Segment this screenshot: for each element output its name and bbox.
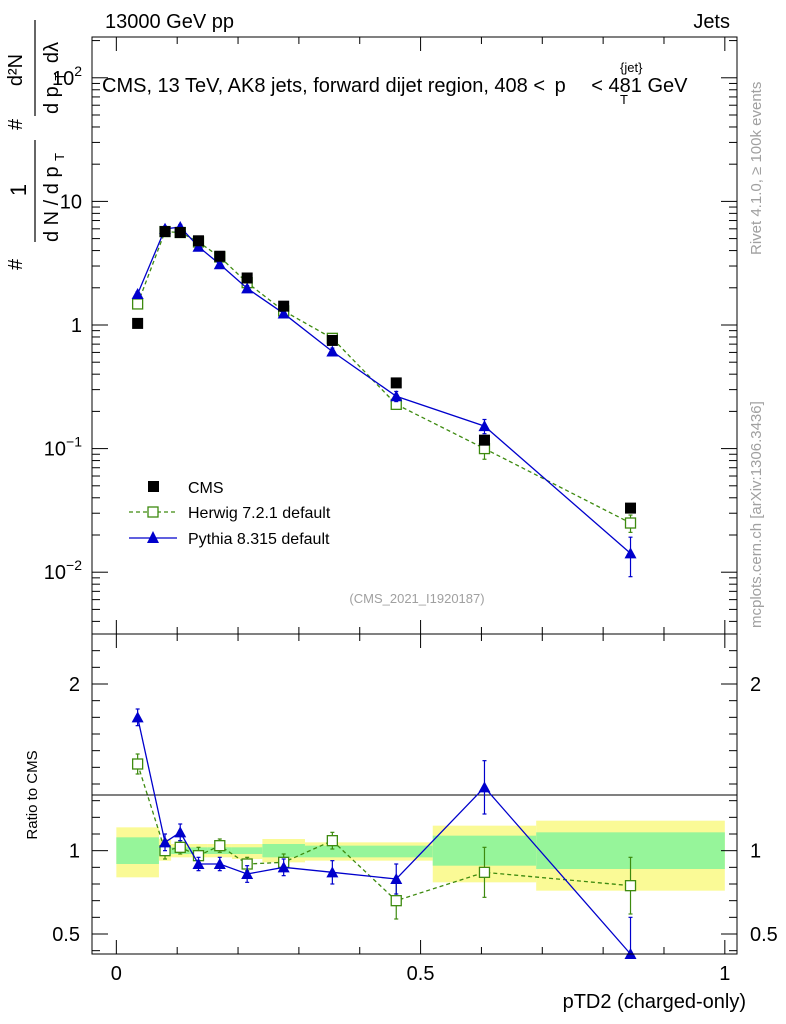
ratio-point-pythia <box>241 868 254 879</box>
ratio-point-pythia <box>174 826 187 838</box>
main-point-cms <box>214 250 226 262</box>
ylabel-den: d N / d p T <box>41 153 67 242</box>
main-point-pythia <box>478 420 491 432</box>
band-inner <box>116 837 159 864</box>
main-y-tick-label: 10 <box>60 191 82 213</box>
main-point-cms <box>132 317 144 329</box>
ratio-point-pythia <box>213 858 226 869</box>
main-point-pythia <box>241 282 254 294</box>
legend-item-pythia: Pythia 8.315 default <box>129 531 330 548</box>
ylabel-main: # 1 d N / d p T # d²N d p T dλ <box>5 20 69 270</box>
ratio-y-tick-label-left: 1 <box>69 841 80 863</box>
ratio-frame <box>91 633 738 955</box>
ratio-y-tick-label-left: 0.5 <box>52 924 80 946</box>
main-point-cms <box>390 377 402 389</box>
ratio-point-herwig <box>214 840 226 852</box>
ratio-point-pythia <box>478 781 491 793</box>
legend-label-herwig: Herwig 7.2.1 default <box>188 505 331 522</box>
main-point-cms <box>625 502 637 514</box>
ylabel-den2: d p T dλ <box>41 42 69 114</box>
main-y-tick-label: 102 <box>52 63 82 90</box>
x-tick-label: 1 <box>719 963 730 985</box>
main-point-pythia <box>390 390 403 402</box>
ylabel-one: 1 <box>6 184 31 196</box>
main-point-cms <box>278 300 290 312</box>
legend-marker-cms <box>148 481 159 492</box>
ratio-y-tick-label-right: 0.5 <box>750 924 778 946</box>
ratio-point-pythia <box>277 861 290 873</box>
main-point-pythia <box>213 258 226 270</box>
main-point-cms <box>159 226 171 238</box>
ylabel-hash-1: # <box>5 258 27 270</box>
main-marks <box>131 221 637 578</box>
main-point-herwig <box>131 298 144 310</box>
ratio-point-herwig <box>174 841 186 853</box>
main-point-pythia <box>624 547 637 559</box>
svg-text:CMS, 13 TeV, AK8 jets, forward: CMS, 13 TeV, AK8 jets, forward dijet reg… <box>102 75 688 97</box>
legend-marker-herwig <box>147 506 159 518</box>
legend-label-pythia: Pythia 8.315 default <box>188 531 330 548</box>
chart-title-sup: {jet} <box>620 60 643 75</box>
main-point-pythia <box>277 307 290 319</box>
chart-title: CMS, 13 TeV, AK8 jets, forward dijet reg… <box>102 60 688 107</box>
main-point-pythia <box>131 288 144 300</box>
x-tick-label: 0 <box>111 963 122 985</box>
ratio-point-pythia <box>159 836 172 848</box>
ratio-point-herwig <box>390 895 402 907</box>
ratio-point-herwig <box>326 835 339 847</box>
legend-marker-pythia <box>147 531 159 543</box>
main-y-tick-label: 10−1 <box>44 434 82 461</box>
ratio-marks <box>131 708 637 959</box>
ylabel-hash-2: # <box>5 118 27 130</box>
chart-title-main: CMS, 13 TeV, AK8 jets, forward dijet reg… <box>102 75 545 97</box>
main-panel: 10−2 10−1 1 10 102 <box>44 36 738 635</box>
ratio-point-pythia <box>326 866 339 878</box>
main-y-tick-label: 10−2 <box>44 557 82 584</box>
ylabel-num2: d²N <box>5 54 27 86</box>
header-right: Jets <box>693 11 730 33</box>
header-left: 13000 GeV pp <box>105 11 234 33</box>
ratio-y-tick-label-right: 1 <box>750 841 761 863</box>
legend: CMS Herwig 7.2.1 default Pythia 8.315 de… <box>129 480 331 548</box>
x-tick-label: 0.5 <box>407 963 435 985</box>
chart-title-p: p <box>555 75 566 97</box>
ratio-point-herwig <box>478 866 491 878</box>
band-inner <box>262 844 305 858</box>
main-point-herwig <box>624 517 637 529</box>
main-y-tick-label: 1 <box>71 315 82 337</box>
ratio-panel: 0 0.5 1 0.5 0.5 1 1 2 2 <box>52 633 778 985</box>
ratio-point-herwig <box>131 758 144 770</box>
ratio-y-tick-label-left: 2 <box>69 674 80 696</box>
main-point-cms <box>192 235 204 247</box>
ratio-point-pythia <box>131 711 144 723</box>
main-ticks: 10−2 10−1 1 10 102 <box>44 37 737 634</box>
xlabel: pTD2 (charged-only) <box>563 991 746 1013</box>
ratio-ticks: 0 0.5 1 0.5 0.5 1 1 2 2 <box>52 634 778 985</box>
ratio-point-pythia <box>192 858 205 869</box>
side-label-rivet: Rivet 4.1.0, ≥ 100k events <box>748 82 765 255</box>
chart-title-end: < 481 GeV <box>591 75 688 97</box>
main-point-cms <box>326 334 338 346</box>
legend-item-cms: CMS <box>148 480 224 497</box>
ratio-y-tick-label-right: 2 <box>750 674 761 696</box>
main-point-cms <box>241 272 253 284</box>
ylabel-ratio: Ratio to CMS <box>24 750 41 839</box>
legend-label-cms: CMS <box>188 480 224 497</box>
watermark: (CMS_2021_I1920187) <box>349 591 484 606</box>
main-point-cms <box>478 434 490 446</box>
main-point-cms <box>174 227 186 239</box>
legend-item-herwig: Herwig 7.2.1 default <box>129 505 331 522</box>
ratio-point-pythia <box>390 873 403 884</box>
side-label-mcplots: mcplots.cern.ch [arXiv:1306.3436] <box>748 401 765 628</box>
main-point-pythia <box>326 345 339 357</box>
band-inner <box>231 847 263 854</box>
band-inner <box>304 845 433 858</box>
chart-title-sub: T <box>620 92 628 107</box>
ratio-point-herwig <box>624 880 637 892</box>
